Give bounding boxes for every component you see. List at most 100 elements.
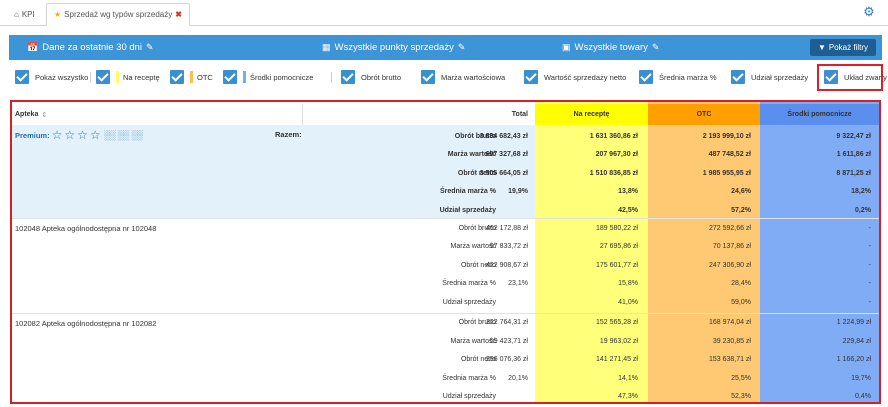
cell-sp: - (868, 224, 871, 232)
checkbox-show-all[interactable]: Pokaż wszystko (15, 68, 88, 86)
header-apteka-label: Apteka (15, 111, 39, 118)
header-na-recepte: Na receptę (535, 104, 648, 125)
cell-label: Udział sprzedaży (439, 206, 496, 214)
razem-label: Razem: (275, 130, 302, 139)
checkbox-srodki-label: Środki pomocnicze (250, 72, 314, 82)
edit-icon[interactable]: ✎ (457, 42, 466, 52)
cell-total: 59 423,71 zł (489, 337, 528, 345)
table-row: Marża wartość 697 327,68 zł 207 967,30 zł 4… (12, 146, 879, 164)
checkbox-icon[interactable] (223, 70, 237, 84)
points-filter[interactable]: ▦ Wszystkie punkty sprzedaży ✎ (322, 35, 465, 60)
cell-otc: 487 748,52 zł (708, 151, 751, 158)
premium-label: Premium: (15, 130, 50, 140)
checkbox-srednia-marza[interactable]: Średnia marża % (639, 68, 717, 86)
checkbox-uklad-label: Układ zwarty (844, 72, 887, 82)
cell-total: 462 172,88 zł (485, 224, 528, 232)
checkbox-icon[interactable] (170, 70, 184, 84)
checkbox-show-all-label: Pokaż wszystko (35, 72, 89, 82)
date-filter[interactable]: 📅 Dane za ostatnie 30 dni ✎ (27, 35, 154, 60)
checkbox-obrot-brutto[interactable]: Obrót brutto (341, 68, 401, 86)
sort-icon[interactable]: ⇕ (41, 111, 48, 119)
checkbox-udzial[interactable]: Udział sprzedaży (731, 68, 808, 86)
checkbox-icon[interactable] (731, 70, 745, 84)
star-outline-icon[interactable]: ☆ (51, 128, 63, 142)
cell-otc: 52,3% (731, 393, 751, 400)
tab-bar: ⌂ KPI ★ Sprzedaż wg typów sprzedaży ✖ ⚙ (0, 0, 888, 26)
edit-icon[interactable]: ✎ (651, 42, 660, 52)
checkbox-icon[interactable] (524, 70, 538, 84)
bar-chart-icon[interactable]: ░░ (103, 130, 116, 140)
tab-sales-by-type[interactable]: ★ Sprzedaż wg typów sprzedaży ✖ (46, 3, 190, 26)
cell-rx: 42,5% (618, 206, 638, 214)
table-row: Udział sprzedaży 42,5% 57,2% 0,2% (12, 201, 879, 219)
cell-sp: - (868, 243, 871, 250)
checkbox-icon[interactable] (15, 70, 29, 84)
na-recepte-column-bg (535, 102, 648, 402)
checkbox-na-recepte[interactable]: Na receptę (96, 68, 160, 86)
bar-chart-icon[interactable]: ░░ (131, 130, 143, 140)
highlight-frame (817, 64, 883, 91)
cell-otc: 57,2% (731, 206, 751, 214)
cell-total: 3 505 664,05 zł (479, 169, 528, 177)
pharmacy-name[interactable]: 102048 Apteka ogólnodostępna nr 102048 (15, 224, 157, 233)
checkbox-icon[interactable] (341, 70, 355, 84)
cell-total (432, 388, 528, 403)
table-row: Średnia marża % 23,1% 15,8% 28,4% - (12, 275, 879, 293)
date-filter-label: Dane za ostatnie 30 dni (42, 42, 143, 53)
goods-filter-label: Wszystkie towary (574, 42, 648, 53)
show-filters-button[interactable]: ▼ Pokaż filtry (809, 39, 876, 56)
header-srodki: Środki pomocnicze (760, 104, 879, 125)
checkbox-wartosc-sprzedazy[interactable]: Wartość sprzedaży netto (524, 68, 626, 86)
cell-sp: 0,2% (855, 206, 871, 214)
gear-icon[interactable]: ⚙ (863, 4, 875, 19)
table-row: Obrót brutto 462 172,88 zł 189 580,22 zł 27… (12, 219, 879, 237)
cell-rx: 27 695,86 zł (599, 243, 638, 250)
checkbox-otc-label: OTC (197, 72, 213, 82)
bar-chart-icon[interactable]: ░░ (117, 130, 129, 140)
cell-total: 20,1% (508, 374, 528, 382)
cell-sp: 0,4% (855, 393, 871, 400)
cell-otc: 70 137,86 zł (712, 243, 751, 250)
checkbox-marza-label: Marża wartościowa (441, 72, 506, 82)
header-spacer (302, 104, 535, 125)
checkbox-icon[interactable] (639, 70, 653, 84)
edit-icon[interactable]: ✎ (146, 42, 154, 52)
star-outline-icon[interactable]: ☆ (77, 128, 88, 142)
star-outline-icon[interactable]: ☆ (64, 128, 76, 142)
cell-label: Obrót netto (457, 169, 496, 177)
checkbox-wartosc-label: Wartość sprzedaży netto (544, 72, 627, 82)
cell-sp: - (868, 298, 871, 306)
cell-sp: 8 871,25 zł (836, 169, 871, 177)
goods-filter[interactable]: ▣ Wszystkie towary ✎ (562, 35, 659, 60)
cell-otc: 1 985 955,95 zł (702, 169, 751, 177)
cell-label: Marża wartość (450, 337, 496, 345)
pharmacy-name[interactable]: 102082 Apteka ogólnodostępna nr 102082 (15, 318, 157, 328)
cell-total: 296 076,36 zł (485, 356, 528, 363)
cell-sp: 19,7% (851, 374, 871, 382)
checkbox-marza-wartosciowa[interactable]: Marża wartościowa (421, 68, 505, 86)
cell-rx: 207 967,30 zł (595, 151, 638, 158)
cell-total: 422 908,67 zł (485, 261, 528, 269)
cell-rx: 47,3% (618, 393, 638, 400)
cell-total (432, 293, 528, 311)
table-header: Apteka ⇕ Total Na receptę OTC Środki pom… (12, 104, 879, 125)
header-apteka[interactable]: Apteka ⇕ (12, 104, 302, 125)
cell-otc: 2 193 999,10 zł (702, 132, 751, 140)
tab-kpi[interactable]: ⌂ KPI (7, 3, 42, 26)
close-icon[interactable]: ✖ (175, 10, 182, 19)
header-otc: OTC (648, 104, 760, 125)
checkbox-icon[interactable] (421, 70, 435, 84)
cell-otc: 28,4% (731, 280, 751, 287)
cell-label: Średnia marża % (442, 280, 496, 287)
cell-otc: 24,6% (731, 188, 751, 195)
checkbox-otc[interactable]: OTC (170, 68, 213, 86)
checkbox-icon[interactable] (824, 70, 838, 84)
cell-rx: 15,8% (618, 280, 638, 287)
checkbox-uklad-zwarty[interactable]: Układ zwarty (824, 68, 887, 86)
table-row: Obrót netto 296 076,36 zł 141 271,45 zł 153… (12, 351, 879, 369)
cell-label: Średnia marża % (439, 188, 496, 195)
checkbox-srodki[interactable]: Środki pomocnicze (223, 68, 313, 86)
checkbox-icon[interactable] (96, 70, 110, 84)
color-swatch (243, 71, 246, 83)
star-outline-icon[interactable]: ☆ (89, 128, 101, 142)
